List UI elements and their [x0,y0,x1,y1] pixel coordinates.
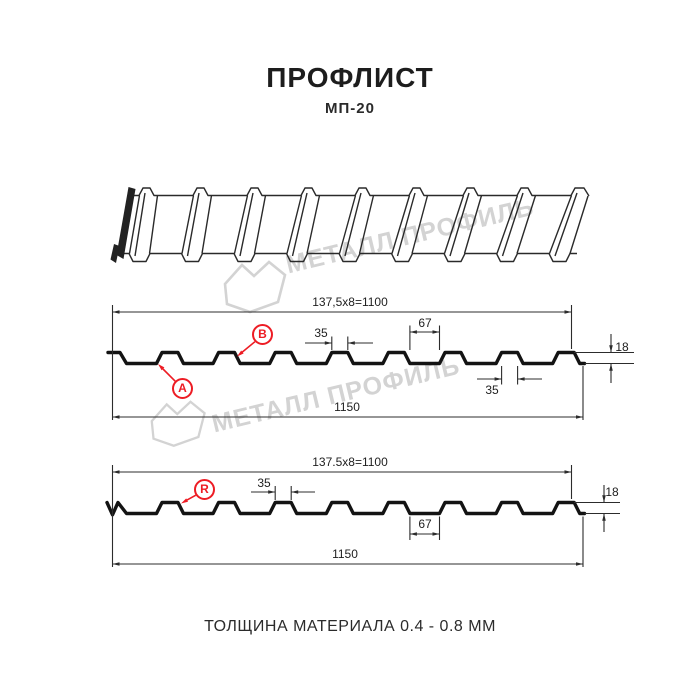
sheet-cut-edge [116,187,136,259]
profile-outline-r [105,500,587,517]
dim-rib-bottom-ab: 35 [485,383,499,397]
label-leaders-ab [158,341,256,383]
section-ab [106,305,634,420]
dim-working-width-r: 137.5x8=1100 [312,455,388,469]
dimension-lines-ab [111,305,634,420]
dimension-lines-r [111,465,620,567]
dim-flat-r: 67 [418,517,432,531]
profile-outline-ab [106,350,587,366]
mp-logo-watermark [150,260,287,447]
page-subtitle: МП-20 [325,100,375,117]
dim-rib-top-r: 35 [257,476,271,490]
sheet-3d-view [110,187,590,263]
page-title: ПРОФЛИСТ [266,62,434,93]
variant-label-r: R [194,479,215,500]
dim-overall-ab: 1150 [334,400,360,414]
dim-flat-ab: 67 [418,316,432,330]
section-r [105,465,620,567]
variant-label-b: B [252,324,273,345]
dim-height-ab: 18 [615,340,629,354]
dimension-arrows-ab [112,310,613,419]
variant-label-a: A [172,378,193,399]
dim-overall-r: 1150 [332,547,358,561]
dimension-arrows-r [112,470,606,566]
label-leader-r [181,494,197,504]
dim-rib-top-ab: 35 [314,326,328,340]
material-thickness-caption: ТОЛЩИНА МАТЕРИАЛА 0.4 - 0.8 ММ [204,618,496,635]
dim-working-width-ab: 137,5x8=1100 [312,295,388,309]
dim-height-r: 18 [605,485,619,499]
